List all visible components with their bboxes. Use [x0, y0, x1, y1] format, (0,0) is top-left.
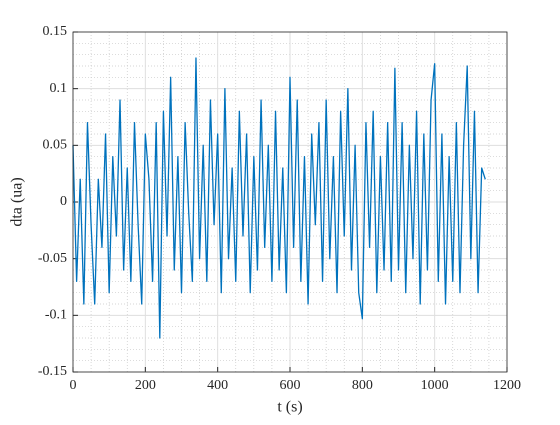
- data-line: [72, 57, 486, 339]
- x-axis-label: t (s): [277, 399, 302, 416]
- x-tick-label: 200: [135, 378, 156, 393]
- y-axis-label: dta (ua): [9, 177, 26, 226]
- x-tick-label: 0: [70, 378, 77, 393]
- x-tick-label: 1000: [421, 378, 449, 393]
- y-tick-label: -0.05: [38, 251, 67, 266]
- y-tick-label: -0.1: [45, 308, 67, 323]
- x-tick-label: 600: [280, 378, 301, 393]
- x-tick-label: 400: [207, 378, 228, 393]
- y-tick-label: 0.05: [43, 138, 68, 153]
- y-tick-label: 0: [60, 194, 67, 209]
- y-tick-label: 0.15: [43, 24, 68, 39]
- axes-box: [72, 31, 508, 373]
- x-tick-label: 800: [352, 378, 373, 393]
- y-tick-label: -0.15: [38, 364, 67, 379]
- y-tick-label: 0.1: [50, 81, 68, 96]
- x-tick-label: 1200: [493, 378, 521, 393]
